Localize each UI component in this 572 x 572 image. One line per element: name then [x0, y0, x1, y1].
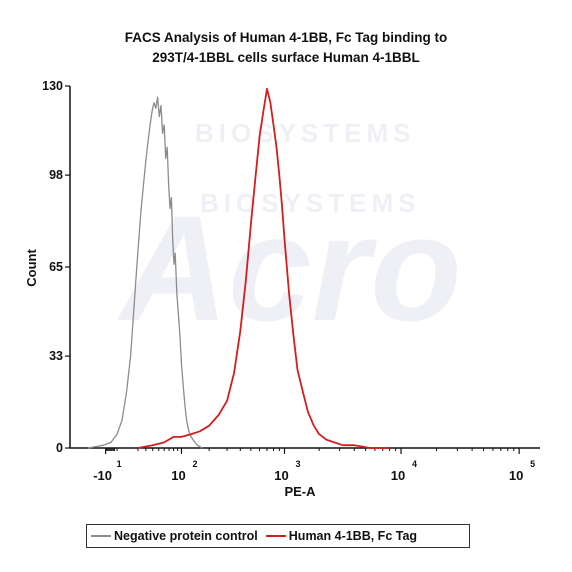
axes: 0 33 65 98 130 -10 1 10 2 10 3 10 4 10 5 — [42, 79, 540, 483]
x-tick-label: 10 — [391, 468, 405, 483]
series-line-1 — [137, 87, 390, 449]
x-tick-label: -10 — [93, 468, 112, 483]
legend-item-human-4-1bb: Human 4-1BB, Fc Tag — [265, 529, 418, 543]
watermark-text-2: BIOSYSTEMS — [200, 188, 420, 218]
x-axis-label: PE-A — [284, 484, 316, 499]
x-tick-exponent: 4 — [412, 459, 417, 469]
y-tick-label: 0 — [56, 441, 63, 455]
series-layer — [88, 87, 390, 449]
chart-title-line-2: 293T/4-1BBL cells surface Human 4-1BBL — [152, 50, 420, 65]
x-tick-label: 10 — [274, 468, 288, 483]
x-tick-label: 10 — [509, 468, 523, 483]
watermark: BIOSYSTEMS BIOSYSTEMS Acro — [116, 118, 462, 352]
series-line-0 — [88, 96, 203, 449]
legend-item-negative: Negative protein control — [91, 529, 258, 543]
watermark-text-1: BIOSYSTEMS — [195, 118, 415, 148]
x-tick-exponent: 3 — [296, 459, 301, 469]
y-axis-label: Count — [24, 249, 39, 287]
x-tick-exponent: 2 — [192, 459, 197, 469]
watermark-logo: Acro — [116, 184, 462, 352]
chart-title-line-1: FACS Analysis of Human 4-1BB, Fc Tag bin… — [124, 30, 448, 45]
x-tick-label: 10 — [171, 468, 185, 483]
y-tick-label: 65 — [49, 260, 63, 274]
legend: Negative protein control Human 4-1BB, Fc… — [86, 524, 470, 548]
legend-label-human-4-1bb: Human 4-1BB, Fc Tag — [288, 529, 418, 543]
legend-swatch-human-4-1bb — [265, 535, 286, 537]
legend-label-negative: Negative protein control — [114, 529, 258, 543]
x-tick-exponent: 1 — [117, 459, 122, 469]
y-tick-label: 33 — [49, 349, 63, 363]
y-tick-label: 130 — [42, 79, 63, 93]
legend-swatch-negative — [91, 535, 111, 537]
y-tick-label: 98 — [49, 168, 63, 182]
x-tick-exponent: 5 — [530, 459, 535, 469]
